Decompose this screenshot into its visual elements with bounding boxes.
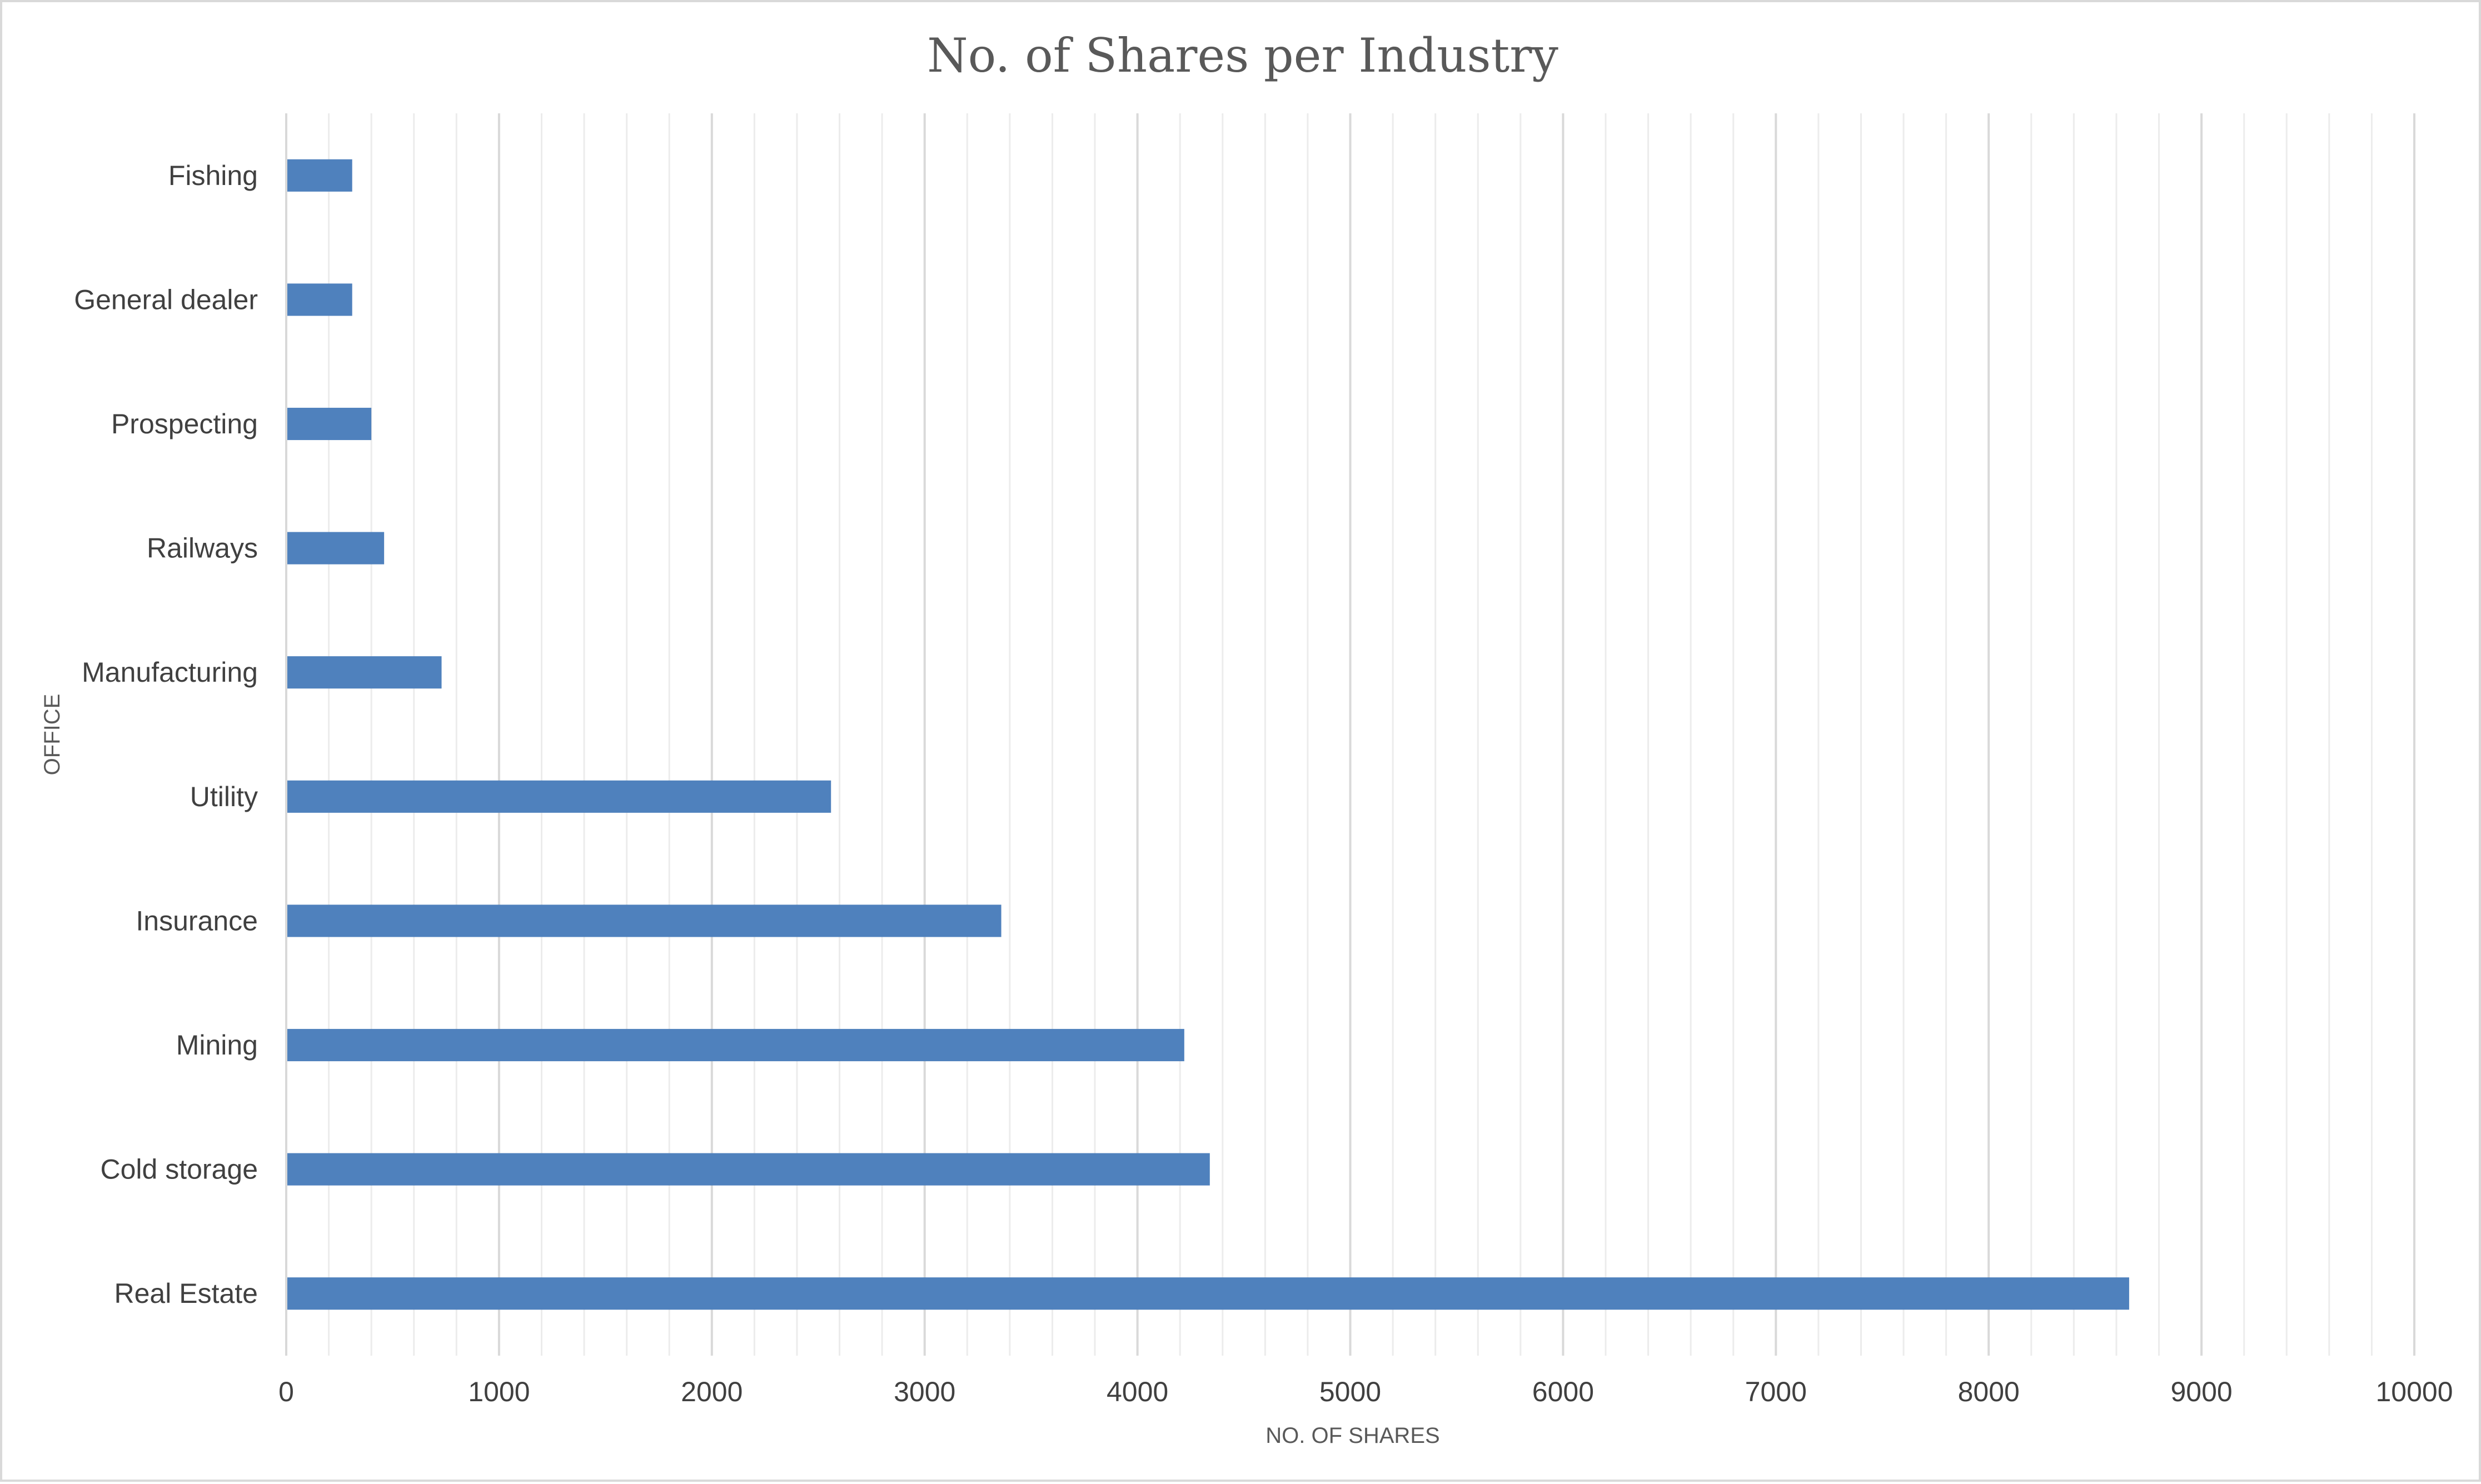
x-tick-label: 3000 bbox=[894, 1376, 955, 1407]
x-tick-label: 6000 bbox=[1532, 1376, 1594, 1407]
category-labels: Real Estate Cold storage Mining Insurance Ut… bbox=[74, 160, 258, 1309]
category-label: Insurance bbox=[136, 905, 258, 936]
bar bbox=[286, 905, 1002, 937]
category-label: Real Estate bbox=[114, 1278, 258, 1309]
bar bbox=[286, 1028, 1184, 1062]
x-tick-label: 0 bbox=[278, 1376, 294, 1407]
x-axis-title: NO. OF SHARES bbox=[1266, 1423, 1439, 1448]
bar bbox=[286, 159, 352, 192]
category-label: General dealer bbox=[74, 284, 258, 315]
x-tick-label: 7000 bbox=[1745, 1376, 1807, 1407]
y-axis-title: OFFICE bbox=[40, 694, 64, 776]
bar bbox=[286, 532, 385, 564]
bar bbox=[286, 283, 352, 316]
category-label: Railways bbox=[147, 533, 258, 564]
x-tick-label: 5000 bbox=[1319, 1376, 1381, 1407]
major-gridlines bbox=[497, 113, 2415, 1356]
x-tick-label: 10000 bbox=[2375, 1376, 2453, 1407]
category-label: Prospecting bbox=[111, 408, 258, 439]
bars bbox=[286, 159, 2129, 1310]
x-tick-label: 1000 bbox=[468, 1376, 530, 1407]
category-label: Manufacturing bbox=[82, 657, 258, 688]
x-tick-label: 8000 bbox=[1958, 1376, 2020, 1407]
minor-gridlines bbox=[328, 113, 2373, 1356]
bar bbox=[286, 1153, 1210, 1186]
x-tick-labels: 0 1000 2000 3000 4000 5000 6000 7000 8000 9000 100… bbox=[278, 1376, 2453, 1407]
bar bbox=[286, 407, 372, 441]
category-label: Fishing bbox=[168, 160, 258, 191]
bar bbox=[286, 780, 831, 813]
category-label: Utility bbox=[190, 781, 258, 812]
chart-title: No. of Shares per Industry bbox=[927, 28, 1558, 83]
x-tick-label: 4000 bbox=[1107, 1376, 1168, 1407]
bar bbox=[286, 656, 442, 689]
bar bbox=[286, 1277, 2129, 1310]
category-label: Mining bbox=[176, 1030, 258, 1061]
x-tick-label: 9000 bbox=[2170, 1376, 2232, 1407]
category-label: Cold storage bbox=[101, 1154, 258, 1185]
x-tick-label: 2000 bbox=[681, 1376, 743, 1407]
